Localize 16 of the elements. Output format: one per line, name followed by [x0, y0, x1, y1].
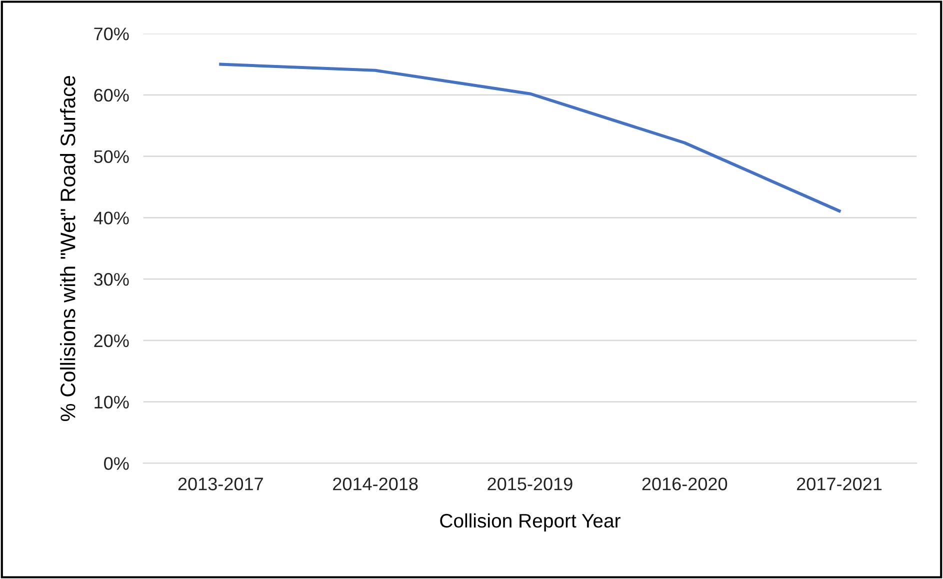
x-tick-label: 2014-2018 [333, 478, 418, 490]
x-tick-label: 2017-2021 [797, 478, 882, 490]
y-tick-label: 10% [94, 396, 129, 409]
y-tick-label: 50% [94, 150, 129, 164]
y-tick-label: 0% [104, 457, 129, 470]
x-tick-label: 2016-2020 [642, 478, 728, 490]
y-tick-label: 30% [94, 273, 129, 286]
x-tick-label: 2015-2019 [488, 478, 572, 490]
y-tick-label: 40% [94, 212, 129, 224]
x-tick-label: 2013-2017 [178, 478, 263, 490]
line-series [219, 62, 841, 212]
x-axis-title: Collision Report Year [440, 513, 620, 532]
y-tick-label: 20% [94, 334, 129, 348]
y-axis-title: % Collisions with "Wet" Road Surface [60, 76, 76, 422]
y-tick-label: 60% [94, 88, 129, 102]
y-tick-label: 70% [94, 28, 129, 40]
